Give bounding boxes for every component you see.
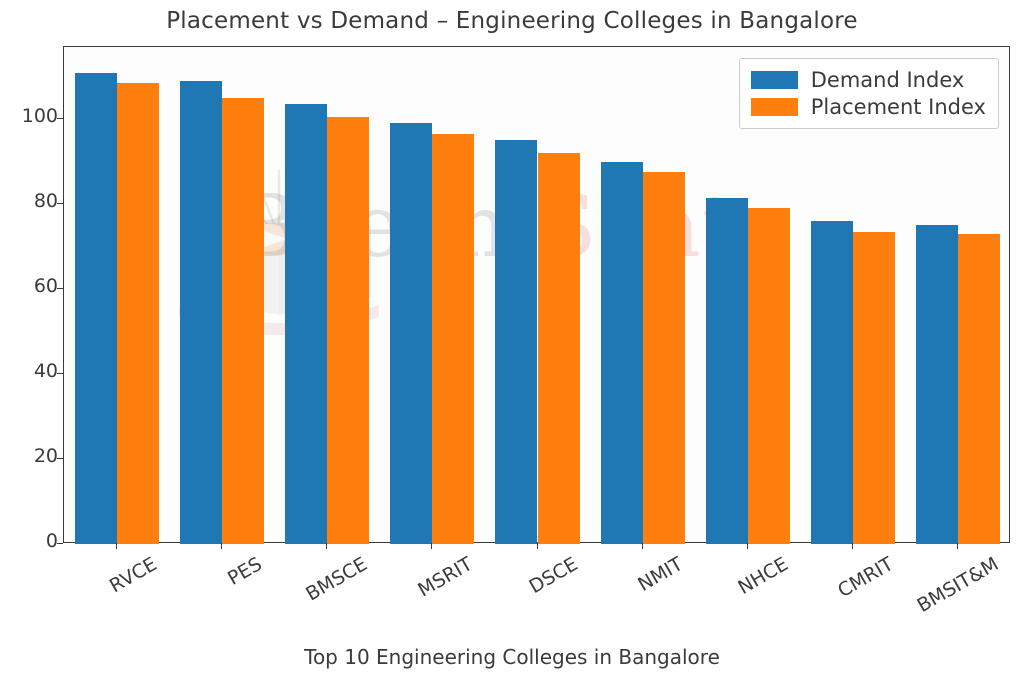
bar-cmrit-demand xyxy=(811,221,854,544)
bar-msrit-demand xyxy=(390,123,433,544)
bar-pes-demand xyxy=(179,80,222,544)
x-tick-mark xyxy=(115,543,117,549)
y-tick-label: 20 xyxy=(33,445,58,468)
x-axis-title: Top 10 Engineering Colleges in Bangalore xyxy=(304,645,720,669)
legend-item-placement[interactable]: Placement Index xyxy=(750,93,986,120)
chart-title: Placement vs Demand – Engineering Colleg… xyxy=(166,8,858,34)
bar-cmrit-placement xyxy=(853,231,896,544)
bar-nmit-demand xyxy=(600,161,643,544)
bar-nmit-placement xyxy=(642,172,685,544)
y-tick-label: 100 xyxy=(21,105,58,128)
bar-nhce-placement xyxy=(747,208,791,544)
legend-item-demand[interactable]: Demand Index xyxy=(750,66,986,93)
y-tick-label: 80 xyxy=(33,190,58,213)
bar-rvce-placement xyxy=(116,83,159,544)
chart-legend[interactable]: Demand Index Placement Index xyxy=(738,58,999,129)
x-tick-mark xyxy=(326,543,328,549)
x-tick-mark xyxy=(220,543,222,549)
bar-dsce-demand xyxy=(495,140,538,544)
x-tick-label-rvce: RVCE xyxy=(105,553,161,598)
y-tick-mark xyxy=(57,118,63,120)
y-tick-mark xyxy=(57,373,63,375)
bar-nhce-demand xyxy=(705,197,748,544)
legend-label-demand: Demand Index xyxy=(810,67,965,92)
x-axis-ticks: RVCE PES BMSCE MSRIT DSCE NMIT NHCE CMRIT BMSIT&… xyxy=(63,543,1010,643)
y-tick-mark xyxy=(57,543,63,544)
y-tick-label: 0 xyxy=(45,530,58,552)
x-tick-mark xyxy=(641,543,643,549)
x-tick-mark xyxy=(852,543,854,549)
x-tick-mark xyxy=(746,543,748,549)
bar-bmsit-m-placement xyxy=(958,233,1001,544)
y-axis-ticks: 0 20 40 60 80 100 xyxy=(22,46,1010,552)
bar-msrit-placement xyxy=(432,134,475,544)
bar-rvce-demand xyxy=(74,72,117,544)
bar-bmsit-m-demand xyxy=(916,225,959,544)
y-tick-mark xyxy=(57,203,63,205)
x-tick-mark xyxy=(536,543,538,549)
legend-label-placement: Placement Index xyxy=(810,94,986,119)
y-tick-label: 40 xyxy=(33,360,58,383)
legend-swatch-demand xyxy=(750,70,798,89)
bar-bmsce-placement xyxy=(327,117,370,544)
bar-dsce-placement xyxy=(537,153,580,544)
y-tick-mark xyxy=(57,458,63,460)
legend-swatch-placement xyxy=(750,97,798,116)
bar-bmsce-demand xyxy=(284,104,328,544)
x-tick-mark xyxy=(431,543,433,549)
x-tick-mark xyxy=(957,543,959,549)
bar-series-container xyxy=(64,47,1011,544)
bar-pes-placement xyxy=(221,97,264,544)
y-tick-label: 60 xyxy=(33,275,58,298)
y-tick-mark xyxy=(57,288,63,290)
